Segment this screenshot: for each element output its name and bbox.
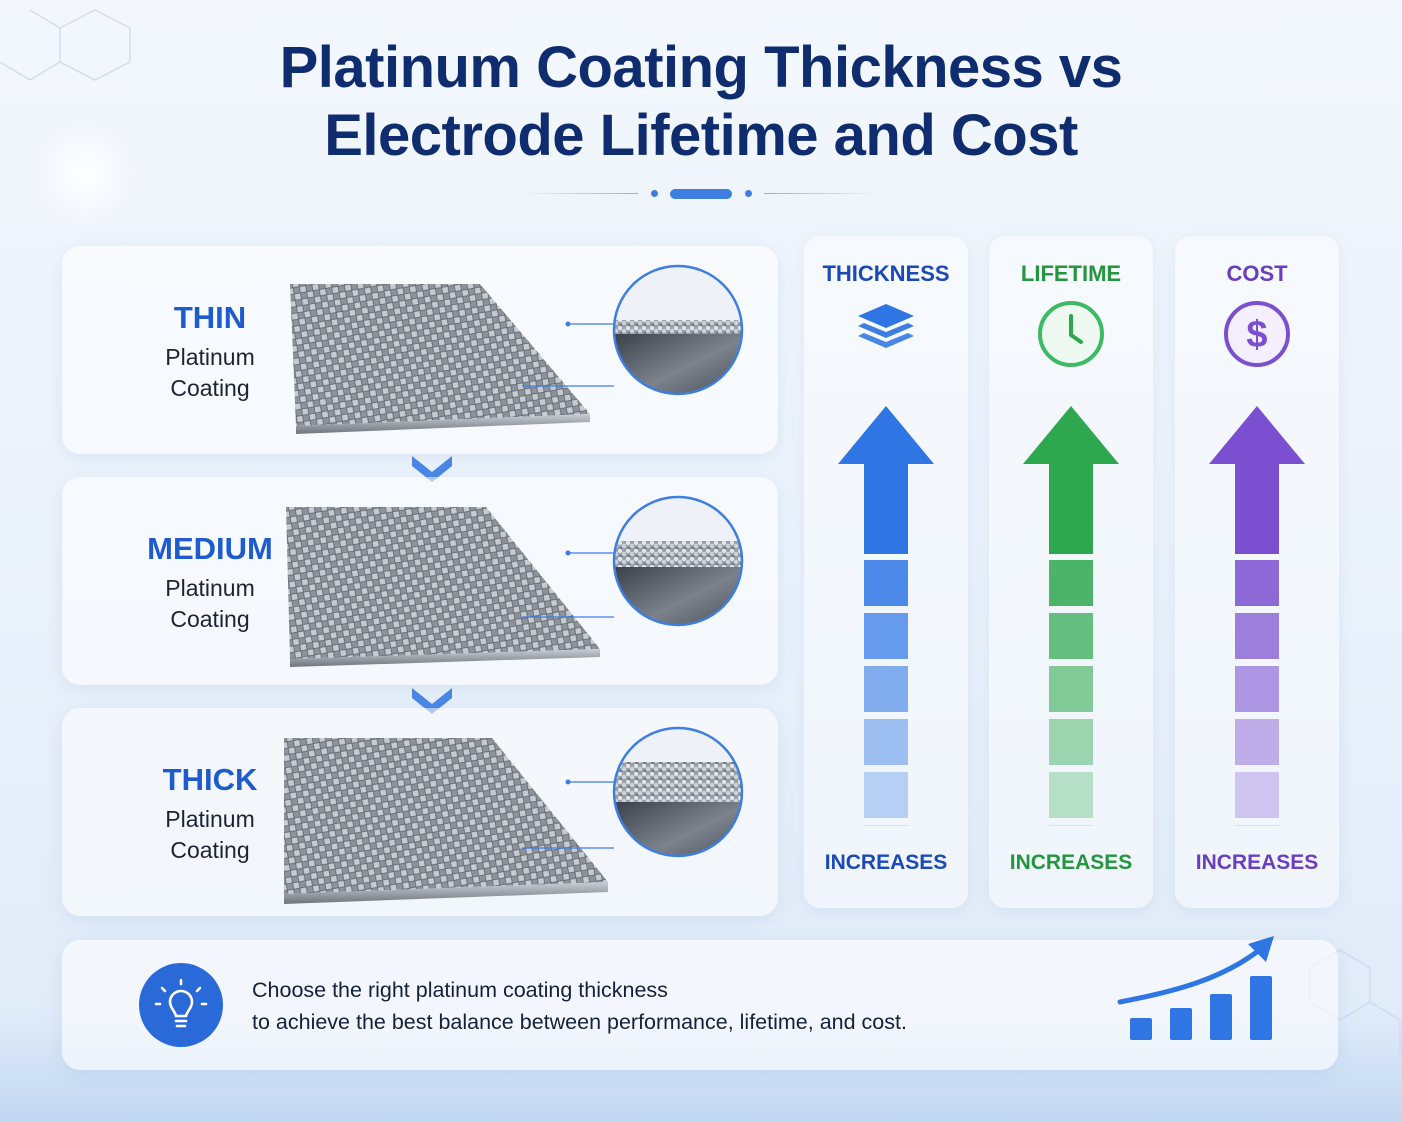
level-name: MEDIUM — [147, 531, 273, 566]
arrow-segment — [1235, 825, 1279, 826]
arrow-head — [1209, 406, 1305, 554]
metric-panel-cost: COST $ INCREASES — [1175, 236, 1339, 908]
page-title: Platinum Coating Thickness vs Electrode … — [0, 34, 1402, 170]
chevron-down-icon — [412, 456, 452, 482]
molecule-decoration — [0, 9, 131, 81]
tip-box: Choose the right platinum coating thickn… — [62, 936, 1338, 1070]
arrow-head — [838, 406, 934, 554]
arrow-segment — [1049, 666, 1093, 712]
arrow-segment — [1235, 560, 1279, 606]
electrode-plate-thick — [284, 738, 608, 904]
clock-icon — [1038, 301, 1104, 367]
title-divider — [520, 186, 882, 202]
level-sub-1: Platinum — [165, 575, 255, 601]
level-sub-1: Platinum — [165, 344, 255, 370]
svg-text:$: $ — [1246, 314, 1267, 356]
arrow-segment — [1049, 719, 1093, 765]
electrode-plate-medium — [286, 507, 600, 667]
coating-card-medium: MEDIUM Platinum Coating — [62, 477, 778, 685]
arrow-segment — [1049, 613, 1093, 659]
title-line-2: Electrode Lifetime and Cost — [324, 103, 1078, 168]
level-name: THIN — [173, 300, 247, 335]
metric-label: THICKNESS — [822, 261, 950, 286]
increase-arrow-thickness — [838, 406, 934, 826]
arrow-segment — [864, 719, 908, 765]
card-label-thin: THIN Platinum Coating — [110, 298, 310, 404]
arrow-segment — [1049, 772, 1093, 818]
title-line-1: Platinum Coating Thickness vs — [279, 35, 1123, 100]
tip-text: Choose the right platinum coating thickn… — [252, 974, 907, 1038]
arrow-segment — [1235, 772, 1279, 818]
cross-section-zoom-thick — [522, 726, 744, 858]
growth-chart-icon — [1117, 936, 1274, 1040]
tip-line-1: Choose the right platinum coating thickn… — [252, 978, 668, 1002]
arrow-head — [1023, 406, 1119, 554]
card-label-medium: MEDIUM Platinum Coating — [110, 529, 310, 635]
metric-label: LIFETIME — [1020, 261, 1122, 286]
dollar-icon: $ — [1224, 301, 1290, 367]
metric-panel-lifetime: LIFETIME INCREASES — [989, 236, 1153, 908]
background-glow — [30, 120, 140, 230]
arrow-segment — [1049, 825, 1093, 826]
card-label-thick: THICK Platinum Coating — [110, 760, 310, 866]
arrow-segment — [864, 825, 908, 826]
arrow-segment — [1235, 666, 1279, 712]
arrow-segment — [864, 613, 908, 659]
cross-section-zoom-medium — [522, 495, 744, 627]
coating-card-thin: THIN Platinum Coating — [62, 246, 778, 454]
tip-line-2: to achieve the best balance between perf… — [252, 1010, 907, 1034]
layers-icon — [858, 304, 914, 348]
lightbulb-icon — [139, 963, 223, 1047]
level-sub-2: Coating — [170, 375, 250, 401]
increase-arrow-lifetime — [1023, 406, 1119, 826]
coating-card-thick: THICK Platinum Coating — [62, 708, 778, 916]
arrow-segment — [1049, 560, 1093, 606]
increase-arrow-cost — [1209, 406, 1305, 826]
arrow-segment — [864, 560, 908, 606]
electrode-plate-thin — [290, 284, 590, 434]
arrow-segment — [864, 666, 908, 712]
level-sub-1: Platinum — [165, 806, 255, 832]
cross-section-zoom-thin — [522, 264, 744, 396]
metric-trend: INCREASES — [824, 851, 948, 874]
metric-trend: INCREASES — [1009, 851, 1133, 874]
metric-label: COST — [1226, 261, 1288, 286]
metric-trend: INCREASES — [1195, 851, 1319, 874]
arrow-segment — [1235, 719, 1279, 765]
arrow-segment — [1235, 613, 1279, 659]
level-name: THICK — [162, 762, 258, 797]
level-sub-2: Coating — [170, 606, 250, 632]
level-sub-2: Coating — [170, 837, 250, 863]
metric-panel-thickness: THICKNESS INCREASES — [804, 236, 968, 908]
arrow-segment — [864, 772, 908, 818]
